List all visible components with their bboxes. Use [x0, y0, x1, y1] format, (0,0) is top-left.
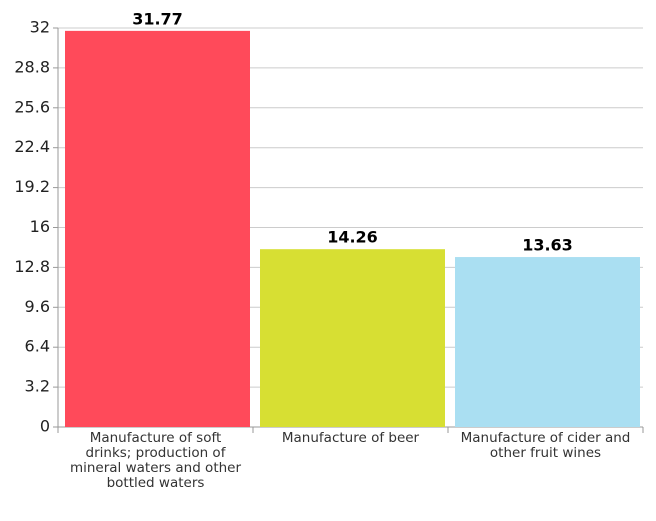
- x-tick-label-box: Manufacture of soft drinks; production o…: [69, 431, 242, 491]
- y-tick-label: 3.2: [25, 377, 50, 396]
- y-tick-label: 32: [30, 18, 50, 37]
- x-tick-label-box: Manufacture of beer: [281, 431, 420, 446]
- x-tick-label-box: Manufacture of cider and other fruit win…: [460, 431, 631, 461]
- value-label: 13.63: [522, 236, 573, 255]
- y-tick-label: 9.6: [25, 297, 50, 316]
- y-tick-label: 25.6: [14, 97, 50, 116]
- y-tick-label: 0: [40, 417, 50, 436]
- bar: [455, 257, 640, 427]
- y-tick-label: 22.4: [14, 137, 50, 156]
- y-tick-label: 28.8: [14, 57, 50, 76]
- value-label: 31.77: [132, 9, 183, 28]
- y-tick-label: 19.2: [14, 177, 50, 196]
- bar: [65, 30, 250, 428]
- x-tick-label: Manufacture of cider and other fruit win…: [460, 431, 631, 461]
- x-tick-label: Manufacture of soft drinks; production o…: [69, 431, 242, 491]
- y-tick-label: 16: [30, 217, 50, 236]
- bar: [260, 249, 445, 427]
- x-tick-label: Manufacture of beer: [281, 431, 420, 446]
- y-tick-label: 12.8: [14, 257, 50, 276]
- value-label: 14.26: [327, 228, 378, 247]
- y-tick-label: 6.4: [25, 337, 50, 356]
